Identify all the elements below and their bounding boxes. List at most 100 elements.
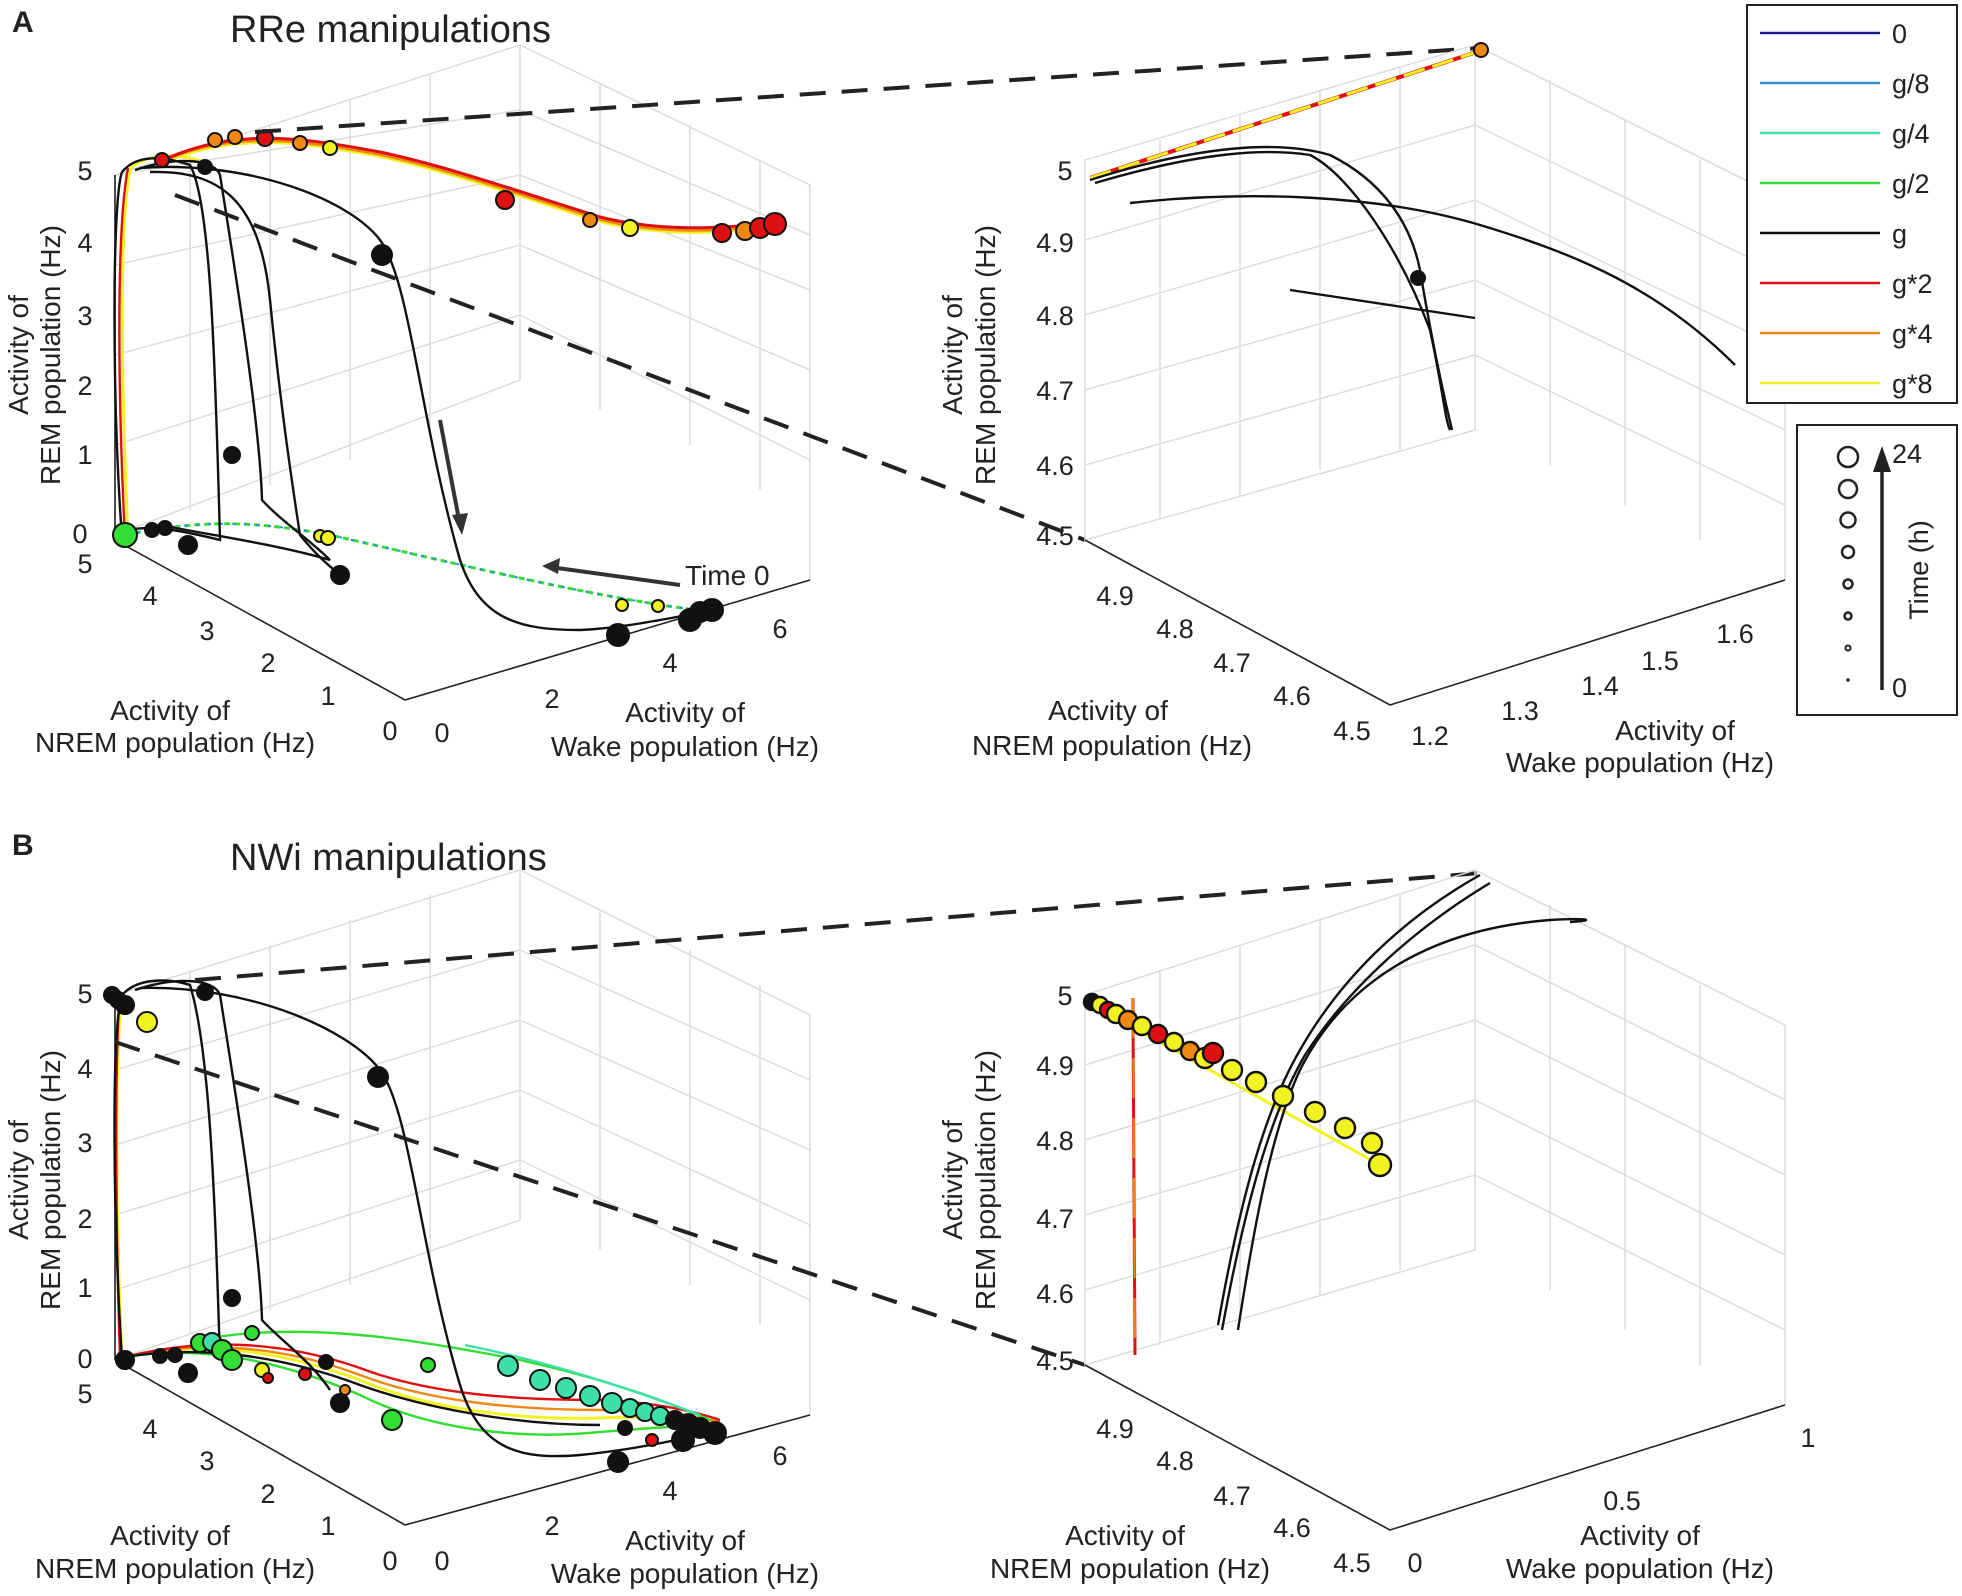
b-z-tick-1: 1: [77, 1273, 92, 1303]
bz-z-tick-0: 4.5: [1036, 1346, 1074, 1376]
a-y-tick-3: 3: [199, 616, 214, 646]
az-x-tick-2: 1.4: [1581, 671, 1619, 701]
panel-title-b: NWi manipulations: [230, 837, 547, 879]
ticks-b-main: 0 1 2 3 4 5 5 4 3 2 1 0 0 2 4 6: [77, 979, 787, 1576]
legend-label-7: g*8: [1892, 369, 1933, 399]
a-z-tick-1: 1: [77, 440, 92, 470]
a-z-tick-2: 2: [77, 371, 92, 401]
bz-line-g-1: [1216, 873, 1481, 1326]
bz-x-tick-2: 1: [1800, 1423, 1815, 1453]
panel-title-a: RRe manipulations: [230, 9, 551, 51]
bz-y-tick-0: 4.5: [1333, 1548, 1371, 1578]
b-y-tick-1: 1: [320, 1511, 335, 1541]
az-marker-black: [1410, 270, 1426, 286]
size-legend-arrowhead: [1873, 446, 1891, 472]
a-x-tick-3: 6: [772, 614, 787, 644]
a-line-g2-vertical: [118, 167, 130, 539]
bz-y-tick-4: 4.9: [1096, 1414, 1134, 1444]
a-zoom-connector-top: [254, 46, 1481, 134]
az-x-tick-0: 1.2: [1411, 721, 1449, 751]
bz-ylabel-2: NREM population (Hz): [990, 1553, 1270, 1584]
panel-letter-a: A: [12, 6, 34, 39]
a-xlabel-2: Wake population (Hz): [551, 731, 819, 762]
a-ylabel-2: NREM population (Hz): [35, 727, 315, 758]
b-y-tick-0: 0: [382, 1546, 397, 1576]
b-x-tick-2: 4: [662, 1476, 677, 1506]
az-z-tick-0: 4.5: [1036, 521, 1074, 551]
a-line-g8-upper: [159, 142, 781, 234]
az-y-tick-3: 4.8: [1156, 614, 1194, 644]
bz-z-tick-2: 4.7: [1036, 1204, 1074, 1234]
b-y-tick-3: 3: [199, 1446, 214, 1476]
az-line-g8: [1089, 48, 1484, 180]
legend: 0 g/8 g/4 g/2 g g*2 g*4 g*8: [1746, 4, 1958, 404]
bz-ylabel-1: Activity of: [1065, 1520, 1185, 1551]
b-z-tick-2: 2: [77, 1204, 92, 1234]
bz-y-tick-1: 4.6: [1273, 1513, 1311, 1543]
direction-arrowhead: [452, 513, 468, 535]
b-line-g-3: [139, 986, 721, 1458]
bz-z-tick-1: 4.6: [1036, 1279, 1074, 1309]
a-z-tick-5: 5: [77, 156, 92, 186]
legend-label-4: g: [1892, 219, 1907, 249]
bz-y-tick-3: 4.8: [1156, 1446, 1194, 1476]
ticks-b-zoom: 4.5 4.6 4.7 4.8 4.9 5 4.9 4.8 4.7 4.6 4.…: [1036, 981, 1815, 1578]
a-line-g-3: [139, 165, 721, 632]
legend-label-5: g*2: [1892, 269, 1933, 299]
legend-label-3: g/2: [1892, 169, 1930, 199]
a-y-tick-2: 2: [260, 648, 275, 678]
b-xlabel-1: Activity of: [625, 1525, 745, 1556]
bz-zlabel-2: REM population (Hz): [970, 1050, 1001, 1310]
legend-label-6: g*4: [1892, 319, 1933, 349]
b-ylabel-2: NREM population (Hz): [35, 1553, 315, 1584]
b-y-tick-4: 4: [142, 1414, 157, 1444]
bz-xlabel-1: Activity of: [1580, 1520, 1700, 1551]
az-x-tick-4: 1.6: [1716, 619, 1754, 649]
bz-line-g-3: [1236, 917, 1588, 1331]
labels-a-main: Activity of REM population (Hz) Activity…: [3, 225, 819, 762]
az-xlabel-1: Activity of: [1615, 715, 1735, 746]
a-line-g2-upper: [159, 136, 781, 230]
b-z-tick-0: 0: [77, 1344, 92, 1374]
b-line-g4-upper: [464, 1343, 701, 1417]
az-y-tick-1: 4.6: [1273, 681, 1311, 711]
size-legend-label: Time (h): [1904, 520, 1934, 620]
b-ylabel-1: Activity of: [110, 1520, 230, 1551]
markers-b-zoom: [1082, 992, 1393, 1178]
axes-b-zoom: [1084, 868, 1786, 1531]
labels-b-zoom: Activity of REM population (Hz) Activity…: [937, 1050, 1774, 1584]
b-z-tick-3: 3: [77, 1128, 92, 1158]
a-x-tick-0: 0: [434, 718, 449, 748]
az-z-tick-4: 4.9: [1036, 228, 1074, 258]
b-z-tick-4: 4: [77, 1054, 92, 1084]
a-line-g2-floor: [124, 522, 721, 614]
legend-box: [1746, 4, 1958, 404]
b-zlabel-1: Activity of: [3, 1120, 34, 1240]
az-y-tick-0: 4.5: [1333, 716, 1371, 746]
az-ylabel-2: NREM population (Hz): [972, 730, 1252, 761]
b-zoom-connector-top: [194, 871, 1481, 982]
size-legend-min: 0: [1892, 673, 1907, 703]
az-y-tick-2: 4.7: [1213, 648, 1251, 678]
az-z-tick-5: 5: [1057, 156, 1072, 186]
az-ylabel-1: Activity of: [1048, 695, 1168, 726]
b-line-g-2: [134, 979, 331, 1391]
size-legend: 24 0 Time (h): [1796, 424, 1958, 716]
az-line-g-3: [1129, 195, 1736, 366]
bz-zlabel-1: Activity of: [937, 1120, 968, 1240]
trajectories-b-zoom: [1087, 873, 1588, 1356]
bz-z-tick-4: 4.9: [1036, 1051, 1074, 1081]
axes-b-main: [114, 868, 811, 1526]
b-line-g-1: [113, 979, 222, 1361]
a-z-tick-4: 4: [77, 228, 92, 258]
labels-b-main: Activity of REM population (Hz) Activity…: [3, 1050, 819, 1589]
size-legend-max: 24: [1892, 439, 1922, 469]
az-x-tick-1: 1.3: [1501, 696, 1539, 726]
a-zlabel-1: Activity of: [3, 295, 34, 415]
az-z-tick-2: 4.7: [1036, 376, 1074, 406]
az-xlabel-2: Wake population (Hz): [1506, 747, 1774, 778]
az-z-tick-3: 4.8: [1036, 301, 1074, 331]
panel-letter-b: B: [12, 829, 34, 862]
bz-x-tick-0: 0: [1407, 1548, 1422, 1578]
